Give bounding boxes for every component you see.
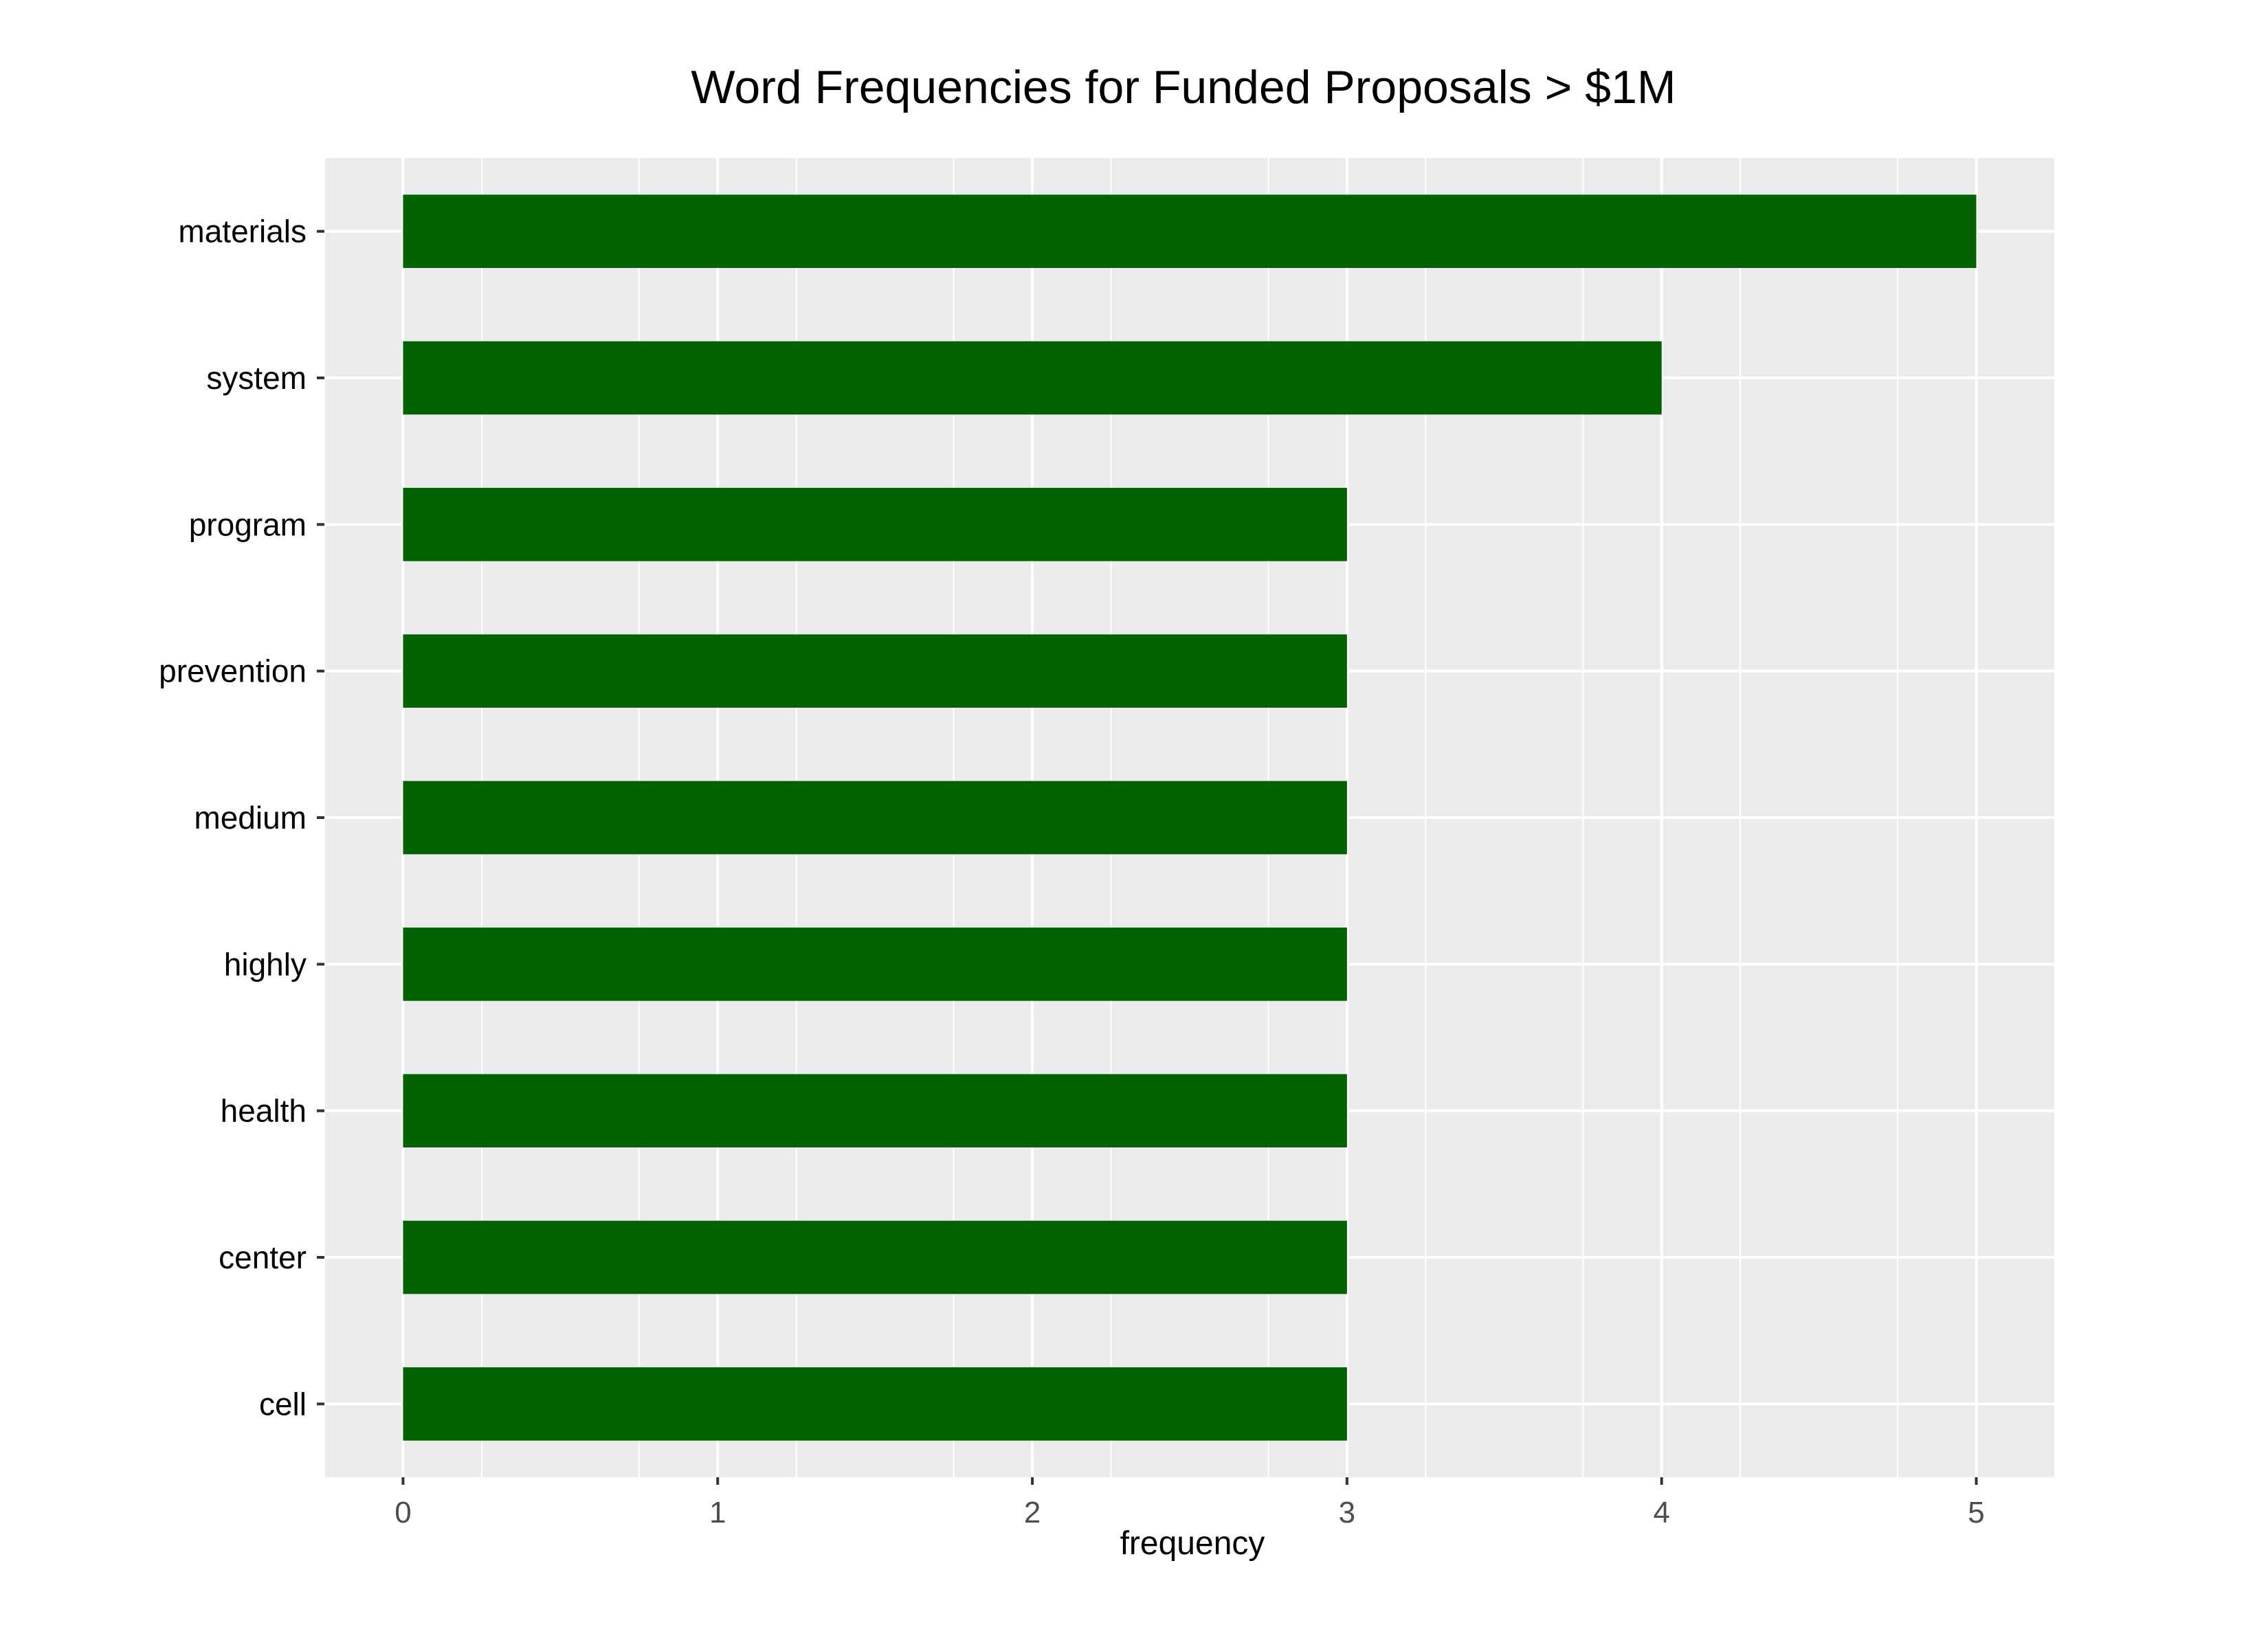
bar-cell [403, 1367, 1347, 1441]
bar-health [403, 1074, 1347, 1147]
y-tick-label-prevention: prevention [159, 653, 307, 689]
bar-program [403, 488, 1347, 561]
chart-title: Word Frequencies for Funded Proposals > … [691, 61, 1676, 113]
x-axis-title: frequency [1120, 1525, 1265, 1562]
x-tick-label: 4 [1653, 1496, 1669, 1529]
x-tick-label: 3 [1339, 1496, 1355, 1529]
bar-materials [403, 194, 1977, 268]
axis-ticks: materials system program prevention medium hi… [159, 214, 1985, 1529]
x-tick-label: 1 [709, 1496, 726, 1529]
y-tick-label-system: system [206, 360, 307, 396]
bars [403, 194, 1977, 1441]
y-tick-label-cell: cell [259, 1386, 307, 1422]
bar-system [403, 341, 1662, 415]
bar-center [403, 1220, 1347, 1294]
bar-medium [403, 781, 1347, 855]
y-tick-label-materials: materials [178, 214, 307, 249]
y-tick-label-health: health [221, 1093, 307, 1129]
y-tick-label-center: center [219, 1239, 307, 1275]
bar-highly [403, 928, 1347, 1001]
y-tick-label-highly: highly [224, 946, 307, 982]
bar-prevention [403, 634, 1347, 708]
y-tick-label-medium: medium [194, 800, 307, 835]
x-tick-label: 0 [394, 1496, 411, 1529]
x-tick-label: 5 [1968, 1496, 1984, 1529]
x-tick-label: 2 [1024, 1496, 1041, 1529]
y-tick-label-program: program [189, 506, 307, 542]
